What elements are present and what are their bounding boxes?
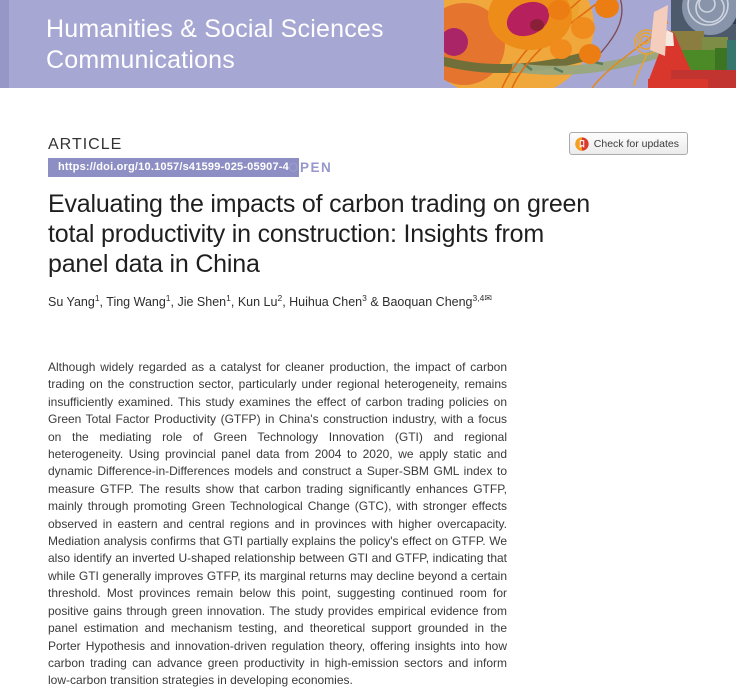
author-name: Huihua Chen — [289, 295, 363, 309]
article-type-label: ARTICLE — [48, 136, 123, 153]
email-icon[interactable]: ✉ — [484, 292, 492, 303]
author-affiliation: 1 — [94, 292, 100, 303]
art-right-collage — [648, 0, 736, 88]
article-title: Evaluating the impacts of carbon trading… — [48, 190, 590, 278]
author-name: Kun Lu — [237, 295, 278, 309]
open-access-label: OPEN — [288, 160, 333, 175]
art-red-mountain — [648, 30, 696, 82]
author-name: Ting Wang — [106, 295, 166, 309]
banner-left-strip — [0, 0, 9, 88]
doi-link[interactable]: https://doi.org/10.1057/s41599-025-05907… — [48, 158, 299, 177]
author-affiliation: 2 — [277, 292, 283, 303]
abstract-text: Although widely regarded as a catalyst f… — [48, 360, 507, 688]
author-name: Jie Shen — [177, 295, 227, 309]
art-dot-cluster — [548, 0, 619, 64]
crossmark-icon — [575, 136, 589, 151]
author-name: Su Yang — [48, 295, 95, 309]
check-for-updates-button[interactable]: Check for updates — [568, 132, 688, 155]
journal-title: Humanities & Social Sciences Communicati… — [46, 15, 384, 74]
author-affiliation: 3,4 — [472, 292, 485, 303]
art-pink-shape — [650, 5, 668, 56]
author-list: Su Yang1, Ting Wang1, Jie Shen1, Kun Lu2… — [48, 292, 492, 309]
banner-abstract-artwork — [444, 0, 736, 88]
author-affiliation: 1 — [165, 292, 171, 303]
author-name: Baoquan Cheng — [382, 295, 473, 309]
author-affiliation: 1 — [226, 292, 231, 303]
check-for-updates-label: Check for updates — [593, 137, 679, 150]
journal-banner: Humanities & Social Sciences Communicati… — [0, 0, 736, 88]
art-magenta-dot — [444, 28, 468, 56]
author-affiliation: 3 — [362, 292, 367, 303]
